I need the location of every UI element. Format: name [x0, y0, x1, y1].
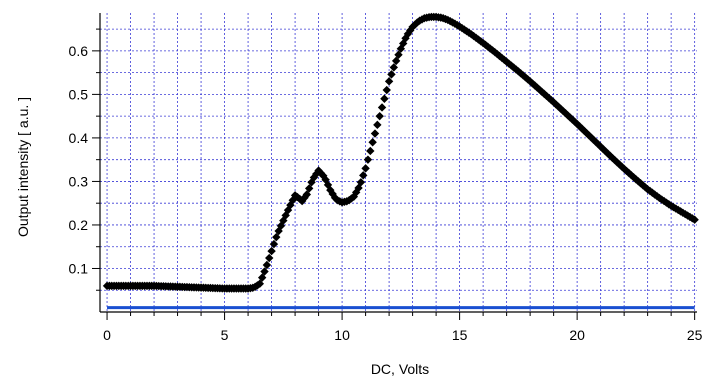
y-axis-label: Output intensity [ a.u. ] — [15, 97, 31, 237]
data-point — [375, 111, 384, 121]
data-point — [272, 232, 281, 242]
grid — [100, 13, 697, 312]
data-point — [507, 61, 516, 70]
data-point — [624, 168, 634, 178]
data-point — [312, 169, 321, 179]
data-point — [596, 142, 605, 151]
data-point — [377, 103, 387, 112]
data-point — [307, 178, 316, 187]
data-point — [387, 70, 396, 79]
data-point — [274, 226, 283, 236]
data-point — [641, 183, 650, 192]
y-tick-label: 0.3 — [69, 173, 89, 189]
data-point — [380, 94, 389, 103]
data-point — [394, 50, 403, 59]
data-point — [528, 79, 537, 88]
data-point — [262, 260, 272, 270]
data-point — [265, 253, 274, 263]
data-point — [495, 51, 504, 61]
data-point — [359, 171, 368, 180]
x-tick-label: 0 — [103, 327, 111, 343]
y-tick-label: 0.6 — [69, 43, 89, 59]
data-point — [622, 166, 631, 176]
data-point — [399, 39, 408, 48]
data-point — [518, 71, 528, 80]
data-point — [384, 77, 394, 86]
data-point — [547, 95, 556, 105]
data-point — [577, 124, 587, 133]
x-tick-label: 5 — [221, 327, 229, 343]
data-point — [368, 138, 377, 147]
data-point — [269, 239, 279, 249]
data-point — [551, 100, 561, 109]
data-point — [540, 89, 549, 99]
data-point — [605, 151, 615, 160]
x-axis-label: DC, Volts — [371, 361, 429, 377]
y-tick-label: 0.1 — [69, 260, 89, 276]
data-point — [257, 273, 267, 282]
data-point — [579, 126, 589, 135]
tick-labels: 0 5 10 15 20 25 0.1 0.2 0.3 0.4 0.5 0.6 — [69, 43, 702, 343]
axes — [92, 13, 697, 320]
data-point — [302, 190, 312, 199]
data-point — [530, 81, 540, 90]
data-point — [267, 246, 276, 256]
data-point — [568, 115, 577, 124]
data-point — [523, 75, 532, 84]
x-tick-label: 20 — [569, 327, 585, 343]
data-point — [493, 49, 502, 59]
y-tick-label: 0.4 — [69, 130, 89, 146]
data-point — [382, 85, 391, 95]
data-point — [563, 111, 572, 120]
y-tick-label: 0.2 — [69, 217, 89, 233]
data-point — [612, 158, 622, 167]
data-point — [356, 178, 366, 187]
data-point — [370, 129, 380, 138]
data-point — [601, 146, 610, 156]
data-point — [690, 215, 699, 224]
data-point — [260, 267, 269, 276]
data-point — [391, 56, 401, 66]
data-point — [561, 108, 570, 118]
y-tick-label: 0.5 — [69, 86, 89, 102]
data-point — [323, 180, 333, 190]
data-point — [544, 93, 554, 103]
x-tick-label: 10 — [334, 327, 350, 343]
data-point — [638, 181, 648, 190]
data-point — [304, 184, 314, 193]
data-point — [535, 85, 544, 94]
data-point — [373, 120, 382, 130]
intensity-series — [102, 12, 699, 293]
data-point — [617, 162, 626, 171]
data-point — [401, 34, 410, 43]
data-point — [591, 137, 601, 147]
data-point — [255, 279, 265, 288]
data-point — [575, 122, 584, 131]
data-point — [514, 67, 523, 76]
data-point — [351, 188, 361, 197]
data-point — [634, 177, 643, 186]
x-tick-label: 25 — [687, 327, 702, 343]
data-point — [608, 153, 617, 163]
data-point — [629, 172, 638, 182]
x-tick-label: 15 — [452, 327, 468, 343]
data-point — [584, 131, 594, 140]
data-point — [556, 104, 565, 113]
data-point — [363, 155, 373, 164]
data-point — [366, 146, 375, 156]
data-point — [361, 164, 370, 173]
data-point — [281, 211, 290, 220]
data-point — [389, 63, 398, 72]
